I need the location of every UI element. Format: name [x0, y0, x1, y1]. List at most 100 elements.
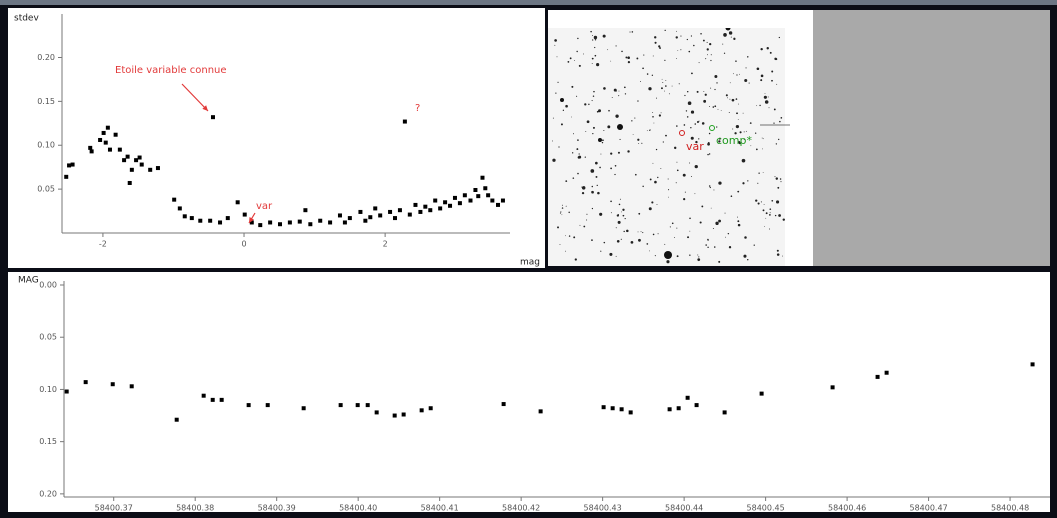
star	[623, 230, 625, 233]
star	[753, 244, 755, 246]
star	[671, 85, 673, 87]
point	[433, 198, 438, 203]
star	[744, 236, 747, 239]
star	[595, 161, 598, 165]
star	[624, 86, 626, 89]
star	[610, 200, 612, 203]
star	[603, 241, 606, 244]
star	[676, 255, 679, 258]
star	[707, 141, 710, 144]
star	[617, 220, 621, 224]
star	[756, 67, 760, 71]
star	[594, 54, 597, 57]
star	[591, 207, 594, 210]
star	[631, 120, 633, 122]
star	[571, 85, 574, 88]
star	[702, 39, 705, 42]
point	[1030, 362, 1035, 367]
point	[365, 403, 370, 408]
star	[745, 67, 747, 69]
star	[567, 60, 570, 63]
star	[697, 258, 701, 262]
star	[615, 114, 619, 118]
point	[246, 403, 251, 408]
star	[593, 35, 598, 40]
stdev-panel	[8, 8, 545, 268]
star	[713, 246, 716, 248]
star	[686, 116, 689, 118]
point	[457, 201, 462, 206]
point	[402, 119, 407, 124]
star	[686, 90, 689, 93]
point	[538, 409, 543, 414]
star	[768, 213, 771, 216]
star	[642, 232, 644, 234]
point	[208, 218, 213, 223]
x-tick-label: 0	[241, 240, 246, 249]
star	[596, 63, 600, 67]
star	[737, 190, 740, 193]
star	[603, 129, 605, 132]
star	[761, 137, 763, 139]
star	[624, 93, 627, 95]
star	[680, 49, 682, 51]
star	[760, 47, 763, 51]
star	[627, 61, 631, 64]
star	[615, 227, 617, 229]
star	[583, 53, 584, 55]
var-marker	[679, 130, 685, 136]
point	[476, 194, 481, 199]
star	[714, 105, 717, 108]
star	[774, 214, 777, 217]
star	[591, 57, 594, 60]
star	[749, 122, 752, 124]
point	[301, 406, 306, 411]
point	[89, 149, 94, 154]
star	[729, 98, 731, 100]
star	[577, 139, 579, 141]
star	[592, 39, 594, 41]
star	[638, 143, 640, 144]
star	[565, 205, 567, 207]
point	[393, 216, 398, 221]
point	[117, 147, 122, 152]
star	[771, 199, 774, 202]
star	[620, 211, 622, 213]
star	[683, 124, 686, 126]
star	[668, 196, 669, 198]
bright-star	[598, 138, 602, 142]
star	[627, 56, 630, 59]
y-tick-label: 0.05	[39, 333, 57, 342]
point	[101, 130, 106, 135]
point	[201, 393, 206, 398]
star	[742, 182, 745, 185]
point	[127, 180, 132, 185]
star	[571, 116, 572, 118]
star	[725, 236, 726, 238]
x-tick-label: 58400.42	[502, 504, 540, 513]
star	[657, 176, 659, 179]
star	[778, 214, 781, 217]
point	[125, 154, 130, 159]
point	[388, 209, 393, 214]
star	[714, 75, 718, 79]
star	[652, 233, 655, 236]
point	[287, 220, 292, 225]
star	[552, 158, 556, 162]
point	[419, 408, 424, 413]
star	[654, 41, 657, 44]
point	[242, 212, 247, 217]
bright-star	[560, 98, 564, 102]
star	[557, 226, 559, 229]
star	[662, 141, 664, 143]
point	[137, 155, 142, 160]
star	[581, 191, 585, 195]
star	[603, 87, 606, 90]
point	[177, 206, 182, 211]
star	[613, 88, 617, 92]
star	[600, 250, 602, 252]
star	[568, 235, 571, 237]
star	[735, 60, 737, 62]
star	[708, 153, 711, 155]
star	[561, 207, 564, 209]
